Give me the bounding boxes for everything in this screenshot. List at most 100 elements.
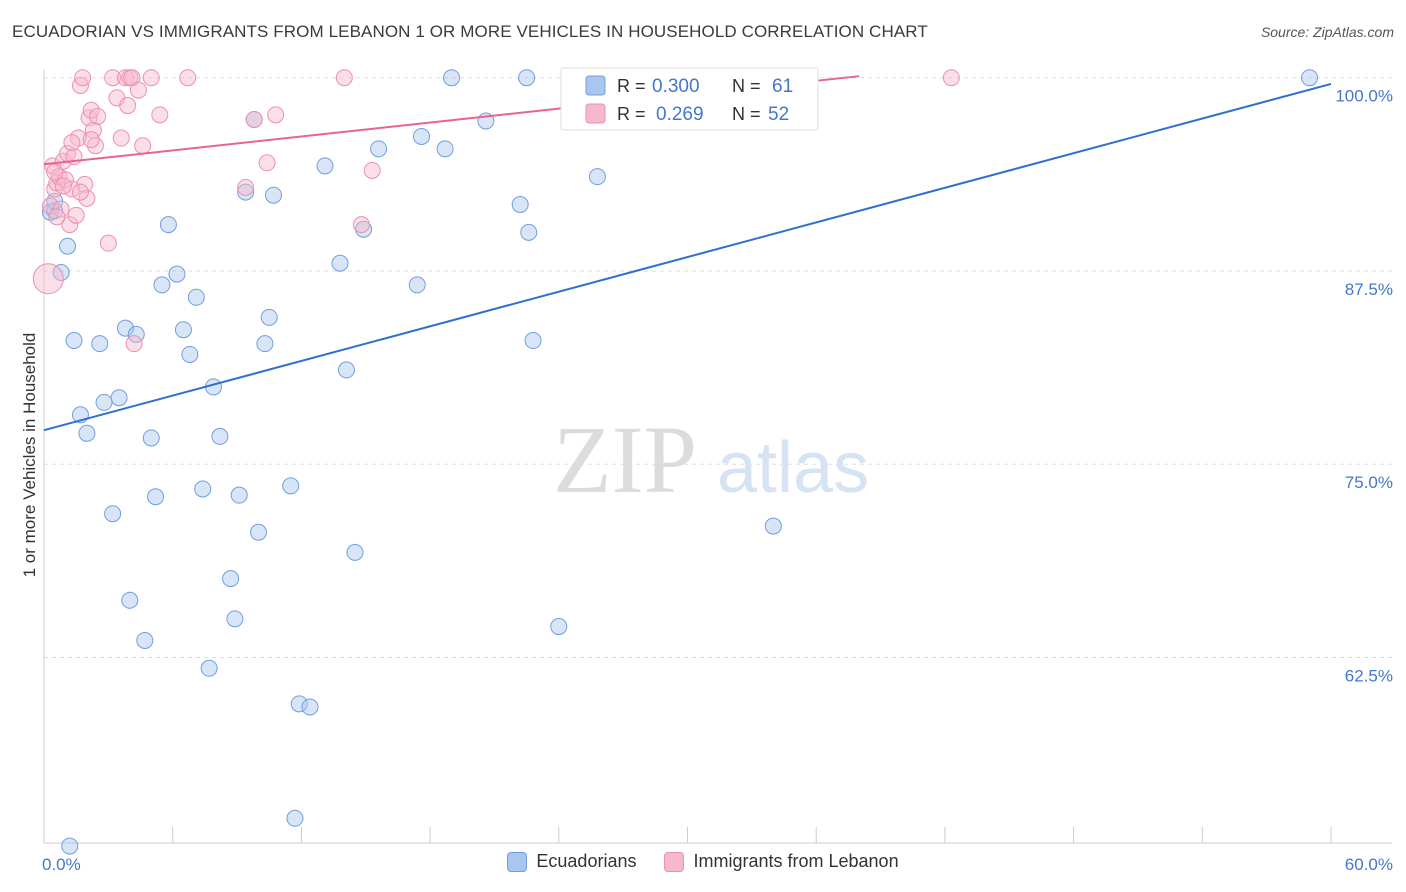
ecuadorian-point	[153, 276, 171, 294]
y-tick-label: 75.0%	[1345, 473, 1393, 492]
x-tick-label: 0.0%	[42, 855, 81, 874]
legend-item-ecuadorians[interactable]: Ecuadorians	[507, 851, 636, 872]
axis-layer: 100.0% 87.5% 75.0% 62.5% 0.0% 60.0%	[42, 70, 1393, 874]
lebanon-point	[237, 178, 255, 196]
lebanon-point	[267, 106, 285, 124]
ecuadorian-point	[511, 196, 529, 214]
lebanon-point	[82, 101, 100, 119]
legend-n-label-1: N =	[732, 76, 761, 96]
ecuadorian-point	[226, 610, 244, 628]
series-legend: Ecuadorians Immigrants from Lebanon	[0, 851, 1406, 872]
ecuadorian-point	[355, 220, 373, 238]
ecuadorian-point	[1301, 69, 1319, 87]
lebanon-point	[41, 197, 59, 215]
ecuadorian-point	[408, 276, 426, 294]
y-axis-label: 1 or more Vehicles in Household	[20, 333, 39, 578]
lebanon-point	[134, 137, 152, 155]
ecuadorian-point	[413, 127, 431, 145]
legend-swatch-lebanon	[585, 103, 606, 124]
watermark-zip: ZIP	[553, 406, 697, 513]
legend-n-label-2: N =	[732, 104, 761, 124]
ecuadorian-point	[59, 237, 77, 255]
lebanon-point	[89, 107, 107, 125]
lebanon-point	[335, 69, 353, 87]
lebanon-point	[48, 208, 66, 226]
ecuadorian-point	[200, 659, 218, 677]
lebanon-point	[112, 129, 130, 147]
ecuadorian-point	[230, 486, 248, 504]
y-tick-label: 100.0%	[1335, 87, 1393, 106]
ecuadorian-point	[194, 480, 212, 498]
lebanon-point	[119, 97, 137, 115]
chart-source: Source: ZipAtlas.com	[1260, 24, 1394, 40]
ecuadorian-point	[110, 389, 128, 407]
lebanon-point	[142, 69, 160, 87]
watermark-atlas: atlas	[717, 428, 869, 508]
legend-r-label-2: R =	[617, 104, 646, 124]
ecuadorian-point	[588, 168, 606, 186]
lebanon-point	[151, 106, 169, 124]
ecuadorian-point	[95, 393, 113, 411]
lebanon-point	[76, 175, 94, 193]
ecuadorian-point	[61, 837, 79, 855]
ecuadorian-point	[181, 345, 199, 363]
ecuadorian-point	[443, 69, 461, 87]
ecuadorian-point	[316, 157, 334, 175]
lebanon-point	[82, 131, 100, 149]
lebanon-point	[78, 189, 96, 207]
ecuadorian-point	[337, 361, 355, 379]
ecuadorian-point	[237, 183, 255, 201]
lebanon-point	[125, 335, 143, 353]
legend-r-value-1: 0.300	[652, 76, 700, 97]
points-layer	[32, 69, 1319, 855]
ecuadorian-point	[117, 319, 135, 337]
legend-n-value-1: 61	[772, 76, 793, 97]
legend-swatch-blue	[507, 851, 528, 872]
lebanon-point	[52, 200, 70, 218]
legend-swatch-pink	[664, 851, 685, 872]
lebanon-point	[363, 161, 381, 179]
ecuadorian-point	[265, 186, 283, 204]
ecuadorian-point	[222, 570, 240, 588]
ecuadorian-point	[764, 517, 782, 535]
ecuadorian-point	[147, 488, 165, 506]
grid-layer	[44, 77, 1392, 658]
legend-n-value-2: 52	[768, 104, 789, 125]
legend-label-lebanon: Immigrants from Lebanon	[693, 851, 899, 871]
lebanon-point	[99, 234, 117, 252]
lebanon-point	[129, 81, 147, 99]
lebanon-point	[117, 69, 135, 87]
lebanon-point	[46, 163, 64, 181]
lebanon-point	[942, 69, 960, 87]
ecuadorian-point	[65, 332, 83, 350]
lebanon-point	[104, 69, 122, 87]
x-tick-label: 60.0%	[1345, 855, 1393, 874]
lebanon-point	[74, 69, 92, 87]
legend-r-label-1: R =	[617, 76, 646, 96]
lebanon-point	[44, 157, 62, 175]
lebanon-point	[32, 263, 64, 295]
y-tick-label: 62.5%	[1345, 666, 1393, 685]
legend-item-lebanon[interactable]: Immigrants from Lebanon	[664, 851, 899, 872]
ecuadorian-point	[290, 695, 308, 713]
watermark: ZIP atlas	[553, 406, 869, 513]
ecuadorian-point	[136, 631, 154, 649]
ecuadorian-point	[301, 698, 319, 716]
ecuadorian-point	[104, 505, 122, 523]
ecuadorian-point	[286, 809, 304, 827]
lebanon-point	[179, 69, 197, 87]
ecuadorian-point	[159, 216, 177, 234]
legend-r-value-2: 0.269	[656, 104, 704, 125]
ecuadorian-point	[346, 543, 364, 561]
ecuadorian-point	[331, 254, 349, 272]
ecuadorian-point	[174, 321, 192, 339]
lebanon-point	[352, 216, 370, 234]
ecuadorian-point	[187, 288, 205, 306]
legend-swatch-ecuadorians	[585, 75, 606, 96]
lebanon-point	[245, 110, 263, 128]
ecuadorian-point	[436, 140, 454, 158]
ecuadorian-point	[78, 424, 96, 442]
lebanon-point	[61, 216, 79, 234]
ecuadorian-point	[260, 308, 278, 326]
